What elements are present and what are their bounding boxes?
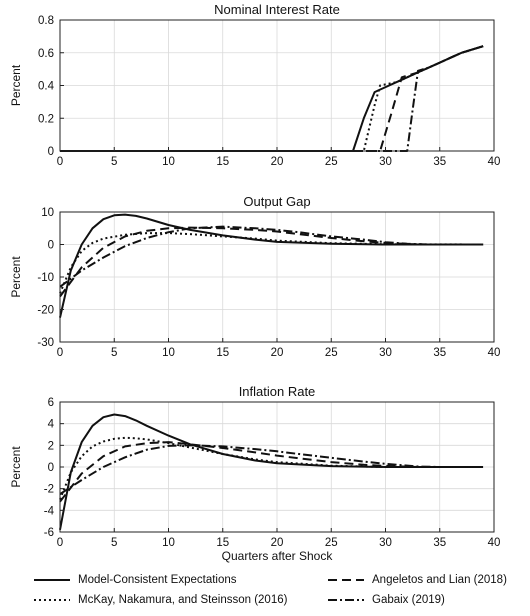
x-tick-label: 15 — [216, 537, 229, 549]
y-tick-label: 10 — [41, 207, 54, 219]
x-tick-label: 40 — [488, 156, 501, 168]
legend-label: Angeletos and Lian (2018) — [372, 574, 507, 586]
series-line-3 — [60, 45, 484, 152]
y-tick-label: -10 — [37, 272, 54, 284]
x-tick-label: 20 — [271, 156, 284, 168]
x-tick-label: 40 — [488, 347, 501, 359]
chart-panel-1: 0 5 10 15 20 25 30 35 40 0 0.2 0.4 0.6 0.8 Nominal Int… — [9, 2, 500, 168]
x-tick-label: 35 — [433, 537, 446, 549]
y-tick-label: -20 — [37, 305, 54, 317]
series-line-1 — [59, 413, 484, 530]
chart-panel-2: 0 5 10 15 20 25 30 35 40 -30 -20 -10 0 10 Output Gap Pe… — [9, 194, 500, 359]
x-tick-label: 30 — [379, 537, 392, 549]
series-line-3 — [59, 441, 484, 503]
series-line-3 — [59, 226, 484, 298]
legend-item-gabaix: Gabaix (2019) — [328, 594, 445, 606]
y-tick-label: -2 — [44, 484, 54, 496]
x-tick-label: 0 — [57, 347, 63, 359]
y-tick-label: 0.2 — [38, 113, 54, 125]
y-tick-label: 0.6 — [38, 48, 54, 60]
x-tick-label: 15 — [216, 156, 229, 168]
series-line-4 — [59, 225, 484, 288]
legend-label: Model-Consistent Expectations — [78, 574, 237, 586]
x-tick-label: 35 — [433, 156, 446, 168]
y-tick-label: 0.4 — [38, 81, 55, 93]
chart-panel-3: 0 5 10 15 20 25 30 35 40 -6 -4 -2 0 2 4 6 Inflation Rate… — [9, 384, 500, 549]
legend-item-mckay-nakamura-steinsson: McKay, Nakamura, and Steinsson (2016) — [34, 594, 287, 606]
x-tick-label: 20 — [271, 347, 284, 359]
y-tick-label: -4 — [44, 505, 55, 517]
legend-label: Gabaix (2019) — [372, 594, 445, 606]
y-tick-label: 6 — [48, 397, 54, 409]
series-line-4 — [59, 444, 484, 495]
x-tick-label: 20 — [271, 537, 284, 549]
x-tick-label: 5 — [111, 156, 117, 168]
series-line-4 — [60, 45, 484, 152]
chart-title: Inflation Rate — [239, 384, 316, 399]
y-tick-label: 4 — [48, 419, 55, 431]
y-tick-label: 0 — [48, 462, 54, 474]
x-tick-label: 25 — [325, 537, 338, 549]
legend: Model-Consistent Expectations Angeletos … — [34, 572, 524, 612]
x-tick-label: 10 — [162, 537, 175, 549]
x-axis-label: Quarters after Shock — [222, 549, 334, 563]
series-line-1 — [59, 213, 484, 318]
y-axis-label: Percent — [9, 256, 23, 298]
x-tick-label: 0 — [57, 537, 63, 549]
chart-title: Nominal Interest Rate — [214, 2, 340, 17]
series-line-2 — [60, 45, 484, 152]
x-tick-label: 30 — [379, 156, 392, 168]
x-tick-label: 25 — [325, 156, 338, 168]
legend-item-model-consistent: Model-Consistent Expectations — [34, 574, 237, 586]
y-tick-label: 2 — [48, 440, 54, 452]
x-tick-label: 10 — [162, 156, 175, 168]
x-tick-label: 15 — [216, 347, 229, 359]
legend-swatch-solid — [34, 579, 70, 581]
series-line-1 — [60, 45, 484, 152]
x-tick-label: 35 — [433, 347, 446, 359]
legend-item-angeletos-lian: Angeletos and Lian (2018) — [328, 574, 507, 586]
x-tick-label: 5 — [111, 537, 117, 549]
legend-label: McKay, Nakamura, and Steinsson (2016) — [78, 594, 288, 606]
legend-swatch-dashed — [328, 579, 364, 581]
y-tick-label: -6 — [44, 527, 54, 539]
y-tick-label: 0.8 — [38, 15, 54, 27]
x-tick-label: 30 — [379, 347, 392, 359]
y-tick-label: 0 — [48, 146, 54, 158]
x-tick-label: 10 — [162, 347, 175, 359]
x-tick-label: 40 — [488, 537, 501, 549]
y-axis-label: Percent — [9, 64, 23, 106]
x-tick-label: 0 — [57, 156, 63, 168]
chart-title: Output Gap — [243, 194, 310, 209]
y-tick-label: 0 — [48, 240, 54, 252]
x-tick-label: 5 — [111, 347, 117, 359]
y-axis-label: Percent — [9, 446, 23, 488]
x-tick-label: 25 — [325, 347, 338, 359]
legend-swatch-dashdot — [328, 599, 364, 601]
y-tick-label: -30 — [37, 337, 54, 349]
legend-swatch-dotted — [34, 599, 70, 601]
